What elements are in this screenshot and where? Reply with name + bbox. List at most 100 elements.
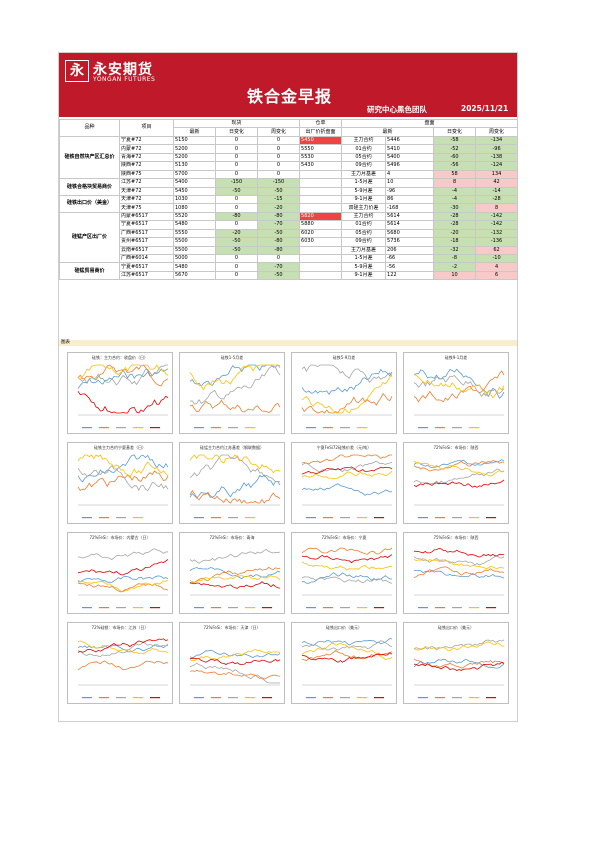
chart-plot: [77, 638, 169, 699]
legend-swatch: [262, 697, 272, 699]
legend-swatch: [306, 517, 316, 519]
chart-series-line: [301, 454, 392, 465]
legend-swatch: [452, 427, 462, 429]
futures-week-change: -136: [475, 237, 519, 247]
legend-swatch: [133, 427, 143, 429]
legend-swatch: [133, 697, 143, 699]
subheader-pm-day: 日变化: [433, 127, 477, 137]
futures-label: 01合约: [341, 220, 387, 230]
chart-panel: 硅铁9-1月差: [403, 352, 509, 434]
spot-day-change: 0: [215, 220, 258, 230]
chart-title: 72%FeSi：市场价：内蒙古（日）: [89, 535, 151, 540]
item-name: 江苏#6517: [119, 270, 174, 281]
chart-series-line: [189, 566, 281, 585]
warehouse-price: [299, 194, 343, 205]
legend-swatch: [116, 517, 126, 519]
chart-series-line: [189, 454, 281, 483]
item-name: 青海#72: [119, 152, 174, 163]
futures-week-change: -138: [475, 152, 519, 163]
futures-week-change: -142: [475, 220, 519, 230]
item-name: 江苏#72: [119, 178, 174, 188]
chart-panel: 72%硅铁：市场价：江苏（日）: [67, 622, 173, 704]
chart-series-line: [189, 657, 281, 665]
futures-latest: 86: [385, 194, 435, 205]
chart-series-line: [413, 558, 505, 570]
futures-latest: 5736: [385, 237, 435, 247]
chart-series-line: [77, 465, 169, 492]
chart-series-line: [77, 559, 169, 576]
spot-day-change: 0: [215, 161, 258, 171]
futures-week-change: -96: [475, 144, 519, 154]
chart-series-line: [301, 652, 393, 663]
futures-day-change: 8: [433, 178, 477, 188]
spot-week-change: 0: [256, 169, 301, 180]
chart-panel: 硅铁5-9月差: [291, 352, 397, 434]
chart-series-line: [77, 575, 169, 583]
legend-swatch: [82, 697, 92, 699]
futures-latest: 5446: [385, 135, 435, 146]
chart-plot: [77, 454, 169, 519]
legend-swatch: [452, 697, 462, 699]
spot-latest: 1080: [173, 203, 216, 213]
chart-title: 75%FeSi：市场价：陕西: [433, 535, 479, 540]
spot-week-change: -50: [256, 228, 301, 239]
chart-title: 72%FeSi：市场价：宁夏: [321, 535, 367, 540]
legend-swatch: [211, 517, 221, 519]
chart-series-line: [413, 460, 505, 477]
table-row: 广西#6517 5550 -20 -50 6020 05合约 5680 -20 -132: [60, 228, 519, 239]
chart-series-line: [77, 454, 169, 483]
item-name: 天津#72: [119, 194, 174, 205]
spot-latest: 5130: [173, 161, 216, 171]
warehouse-price: 6030: [299, 237, 343, 247]
subheader-chuchang: 出厂价折盘面: [299, 127, 343, 137]
legend-swatch: [228, 517, 238, 519]
futures-week-change: 42: [475, 178, 519, 188]
chart-series-line: [77, 641, 169, 657]
legend-swatch: [469, 427, 479, 429]
futures-latest: 5400: [385, 152, 435, 163]
chart-plot: [189, 364, 281, 429]
futures-day-change: -56: [433, 161, 477, 171]
table-row: 内蒙#72 5200 0 0 5550 01合约 5410 -52 -96: [60, 144, 519, 154]
chart-panel: 75%FeSi：市场价：陕西: [403, 532, 509, 614]
chart-series-line: [77, 660, 169, 671]
charts-grid: 硅铁：主力合约：收盘价（日） 硅铁1-5月差 硅铁5-9月差 硅铁9-1月差 硅铁主力合…: [59, 346, 517, 721]
legend-swatch: [245, 427, 255, 429]
legend-swatch: [418, 427, 428, 429]
item-name: 宁夏#6517: [119, 262, 174, 272]
legend-swatch: [245, 607, 255, 609]
legend-swatch: [374, 517, 384, 519]
futures-label: 5-9月差: [341, 186, 387, 196]
chart-title: 硅铁主力合约宁夏基差（日）: [94, 445, 146, 450]
table-row: 天津#72 5450 -50 -50 5-9月差 -96 -4 -14: [60, 186, 519, 196]
futures-day-change: -4: [433, 186, 477, 196]
legend-swatch: [306, 427, 316, 429]
legend-swatch: [418, 697, 428, 699]
chart-series-line: [77, 364, 169, 381]
futures-latest: -56: [385, 262, 435, 272]
team-name: 研究中心黑色团队: [367, 105, 427, 114]
legend-swatch: [323, 697, 333, 699]
spot-week-change: 0: [256, 152, 301, 163]
spot-week-change: -20: [256, 203, 301, 213]
chart-plot: [413, 639, 505, 699]
chart-series-line: [301, 368, 393, 396]
chart-series-line: [77, 579, 169, 593]
legend-swatch: [435, 517, 445, 519]
chart-plot: [301, 364, 393, 429]
chart-plot: [413, 368, 505, 429]
group-label: 硅锰产区出厂价: [59, 211, 120, 264]
item-name: 天津#72: [119, 186, 174, 196]
futures-label: 9-1月差: [341, 194, 387, 205]
warehouse-price: [299, 186, 343, 196]
warehouse-price: 6020: [299, 228, 343, 239]
spot-week-change: -150: [256, 178, 301, 188]
price-table: 品种 项目 现货 仓单 盘面 最新 日变化 周变化 出厂价折盘面 最新 日变化 …: [59, 118, 519, 281]
legend-swatch: [245, 697, 255, 699]
futures-week-change: 62: [475, 245, 519, 256]
warehouse-price: 5530: [299, 152, 343, 163]
chart-series-line: [189, 399, 281, 413]
legend-swatch: [306, 607, 316, 609]
spot-day-change: -80: [215, 211, 258, 222]
chart-series-line: [301, 483, 393, 496]
